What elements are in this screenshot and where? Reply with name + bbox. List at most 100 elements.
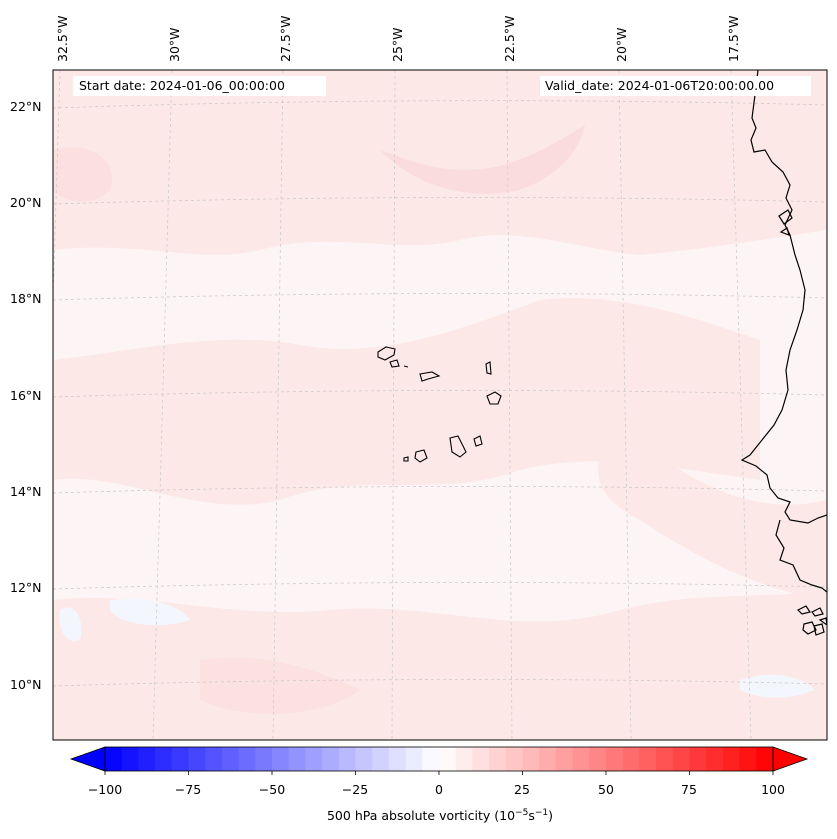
field-patch-southwest <box>200 657 360 714</box>
units-mid: s <box>528 808 535 824</box>
colorbar-units: (10−5s−1) <box>494 808 553 823</box>
colorbar-bin <box>489 747 507 771</box>
colorbar-bin <box>405 747 423 771</box>
island-brava <box>403 456 409 462</box>
colorbar-bin <box>288 747 306 771</box>
meridian-17-5w <box>730 70 752 740</box>
colorbar-bin <box>455 747 473 771</box>
cape-verde-islands <box>377 346 502 463</box>
colorbar-bin <box>639 747 657 771</box>
units-suffix: ) <box>548 808 554 824</box>
colorbar-bin <box>355 747 373 771</box>
colorbar <box>69 746 809 775</box>
coast-mauritania-senegal <box>740 70 827 524</box>
african-coastline <box>740 70 827 636</box>
vorticity-field <box>53 70 827 740</box>
colorbar-bin <box>472 747 490 771</box>
colorbar-bin <box>672 747 691 771</box>
colorbar-bin <box>272 747 290 771</box>
colorbar-tick-label: −75 <box>174 782 202 797</box>
meridian-30w <box>152 70 173 740</box>
field-vorticity-core <box>425 170 530 187</box>
meridian-22-5w <box>506 70 513 740</box>
meridian-27-5w <box>272 70 284 740</box>
colorbar-bin <box>589 747 607 771</box>
colorbar-tick-label: −100 <box>87 782 123 797</box>
colorbar-bin <box>205 747 223 771</box>
units-exp2: −1 <box>534 808 549 818</box>
colorbar-tick-label: 25 <box>514 782 530 797</box>
colorbar-bin <box>372 747 390 771</box>
island-sao-nicolau <box>419 371 441 382</box>
colorbar-bin <box>255 747 273 771</box>
lon-label-32-5w: 32.5°W <box>55 15 70 62</box>
meridian-25w <box>391 70 396 740</box>
field-band-north <box>53 70 827 255</box>
colorbar-bin <box>322 747 340 771</box>
island-santiago <box>449 435 467 458</box>
lon-label-17-5w: 17.5°W <box>726 15 741 62</box>
units-exp1: −5 <box>515 808 529 818</box>
start-date-box: Start date: 2024-01-06_00:00:00 <box>73 76 326 96</box>
lat-label-20n: 20°N <box>10 195 42 210</box>
map-frame <box>52 69 828 741</box>
island-fogo <box>414 449 428 463</box>
lat-label-16n: 16°N <box>10 388 42 403</box>
colorbar-bin <box>155 747 173 771</box>
lat-label-18n: 18°N <box>10 291 42 306</box>
valid-date-label: Valid_date: 2024-01-06T20:00:00.00 <box>545 78 775 93</box>
parallel-18n <box>53 293 827 301</box>
island-sao-vicente <box>389 359 400 368</box>
lat-label-14n: 14°N <box>10 484 42 499</box>
meridian-32-5w <box>53 70 61 301</box>
colorbar-bin <box>555 747 574 771</box>
colorbar-bin <box>171 747 190 771</box>
colorbar-tick-label: −25 <box>341 782 369 797</box>
lat-label-12n: 12°N <box>10 580 42 595</box>
island-santo-antao <box>377 346 396 361</box>
colorbar-tick-label: −50 <box>258 782 286 797</box>
island-maio <box>473 435 483 447</box>
colorbar-bin <box>689 747 707 771</box>
colorbar-bin <box>388 747 407 771</box>
lon-label-22-5w: 22.5°W <box>502 15 517 62</box>
colorbar-bin <box>539 747 557 771</box>
parallel-12n <box>53 582 827 590</box>
colorbar-bin <box>439 747 457 771</box>
colorbar-bin <box>606 747 624 771</box>
colorbar-bin <box>338 747 357 771</box>
island-boa-vista <box>486 391 502 405</box>
colorbar-bin <box>739 747 757 771</box>
parallel-16n <box>53 390 827 398</box>
field-vorticity-arc <box>380 125 585 194</box>
colorbar-bin <box>188 747 206 771</box>
colorbar-tick-label: 100 <box>761 782 785 797</box>
colorbar-bin <box>505 747 524 771</box>
island-sal <box>485 361 492 375</box>
colorbar-tick-label: 75 <box>681 782 697 797</box>
field-blue-patch-1 <box>110 598 190 626</box>
colorbar-bin <box>756 747 774 771</box>
parallel-14n <box>53 486 827 494</box>
colorbar-variable: 500 hPa absolute vorticity <box>326 808 491 824</box>
start-date-label: Start date: 2024-01-06_00:00:00 <box>79 78 285 93</box>
coast-senegal-detail <box>778 209 793 236</box>
colorbar-bin <box>622 747 640 771</box>
lon-label-25w: 25°W <box>390 27 405 62</box>
field-patch-west <box>53 147 112 202</box>
lat-label-22n: 22°N <box>10 99 42 114</box>
graticule <box>53 70 827 740</box>
parallel-22n <box>53 100 827 109</box>
units-prefix: (10 <box>494 808 516 824</box>
colorbar-label: 500 hPa absolute vorticity (10−5s−1) <box>0 808 837 823</box>
lon-label-27-5w: 27.5°W <box>278 15 293 62</box>
colorbar-bin <box>138 747 156 771</box>
lat-label-10n: 10°N <box>10 677 42 692</box>
field-blue-patch-3 <box>740 674 815 698</box>
colorbar-bin <box>722 747 741 771</box>
lon-label-30w: 30°W <box>167 27 182 62</box>
parallel-10n <box>53 679 827 687</box>
colorbar-bin <box>572 747 590 771</box>
colorbar-bin <box>422 747 440 771</box>
